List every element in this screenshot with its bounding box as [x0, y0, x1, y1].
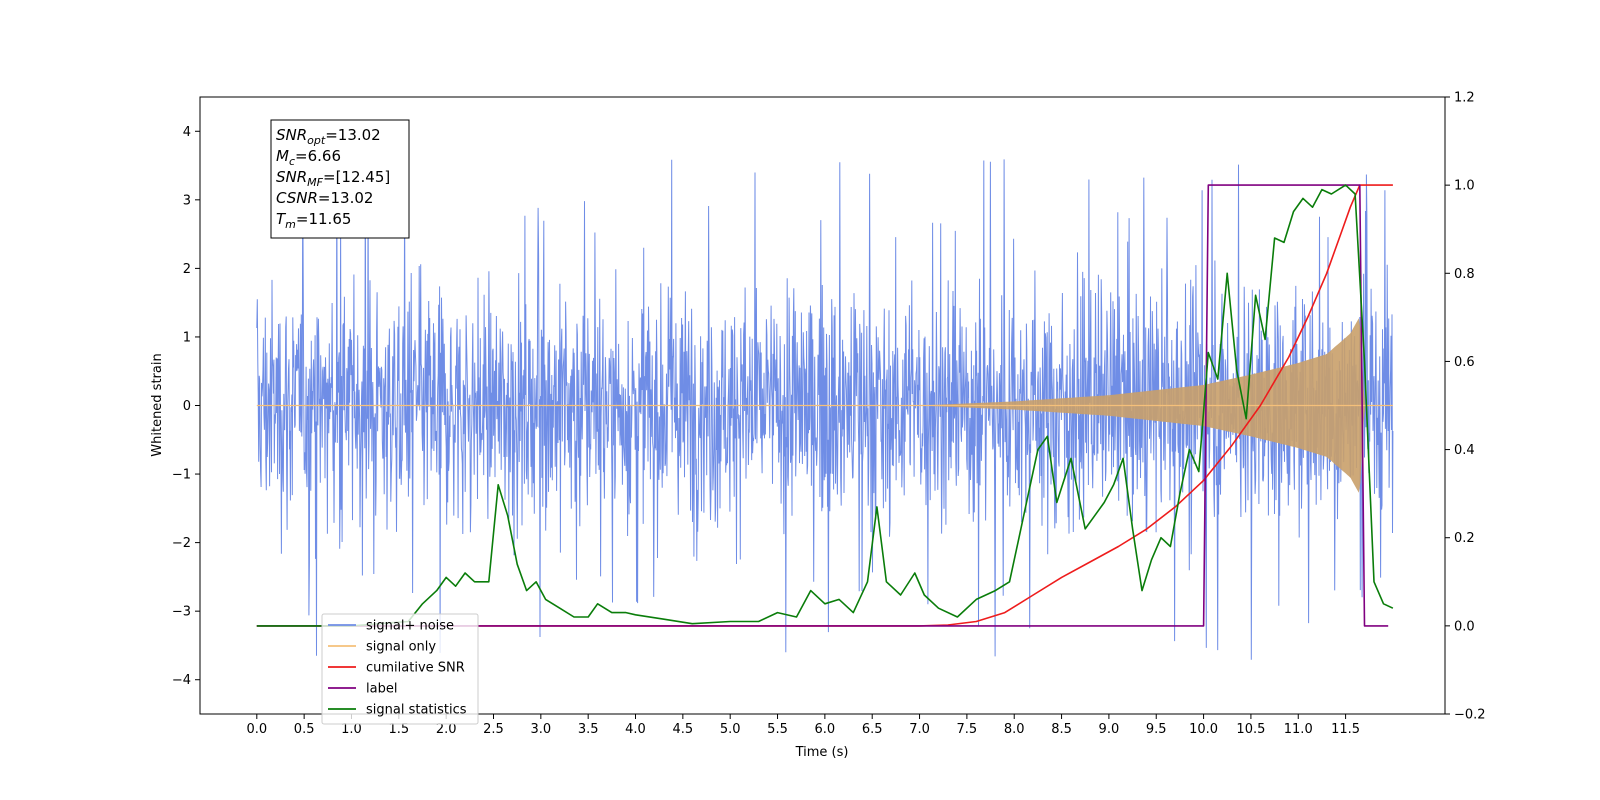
x-tick-label: 9.0 [1099, 722, 1120, 737]
annotation-line: SNRMF=[12.45] [276, 168, 390, 189]
y-left-tick-label: 3 [183, 193, 191, 208]
y-left-tick-label: −4 [172, 673, 191, 688]
annotation-box: SNRopt=13.02Mc=6.66SNRMF=[12.45]CSNR=13.… [270, 119, 410, 239]
x-tick-label: 5.5 [767, 722, 788, 737]
x-tick-label: 4.0 [625, 722, 646, 737]
legend: signal+ noise signal only cumilative SNR la… [321, 613, 479, 725]
y-left-tick-label: 2 [183, 262, 191, 277]
y-left-tick-label: 1 [183, 330, 191, 345]
y-axis-left: −4 −3 −2 −1 0 1 2 3 4 [172, 125, 200, 688]
plot-area [256, 147, 1394, 660]
x-tick-label: 11.5 [1331, 722, 1360, 737]
x-tick-label: 11.0 [1284, 722, 1313, 737]
y-axis-label: Whitened strain [150, 353, 165, 456]
x-tick-label: 1.5 [388, 722, 409, 737]
signal-noise-series [256, 147, 1394, 660]
x-tick-label: 0.5 [294, 722, 315, 737]
y-left-tick-label: −3 [172, 605, 191, 620]
x-axis-label: Time (s) [795, 745, 849, 760]
legend-label: label [366, 682, 397, 697]
y-right-tick-label: 0.4 [1454, 443, 1475, 458]
y-right-tick-label: −0.2 [1454, 708, 1486, 723]
legend-label: cumilative SNR [366, 661, 465, 676]
signal-statistics-line [256, 184, 1394, 627]
x-tick-label: 7.5 [957, 722, 978, 737]
x-tick-label: 1.0 [341, 722, 362, 737]
x-tick-label: 8.0 [1004, 722, 1025, 737]
y-left-tick-label: −2 [172, 536, 191, 551]
legend-label: signal+ noise [366, 619, 454, 634]
x-tick-label: 9.5 [1146, 722, 1167, 737]
x-tick-label: 10.0 [1189, 722, 1218, 737]
annotation-line: SNRopt=13.02 [276, 126, 381, 147]
label-line [256, 184, 1389, 627]
x-tick-label: 10.5 [1236, 722, 1265, 737]
x-tick-label: 8.5 [1051, 722, 1072, 737]
y-right-tick-label: 0.6 [1454, 355, 1475, 370]
y-left-tick-label: 0 [183, 399, 191, 414]
y-right-tick-label: 0.2 [1454, 531, 1475, 546]
x-tick-label: 3.5 [578, 722, 599, 737]
legend-frame [321, 613, 479, 725]
cumilative-snr-line [256, 184, 1393, 627]
x-tick-label: 7.0 [909, 722, 930, 737]
y-axis-right: −0.2 0.0 0.2 0.4 0.6 0.8 1.0 1.2 [1445, 91, 1486, 723]
y-left-tick-label: −1 [172, 468, 191, 483]
annotation-line: Mc=6.66 [276, 147, 341, 168]
y-right-tick-label: 0.0 [1454, 619, 1475, 634]
x-tick-label: 6.0 [815, 722, 836, 737]
annotation-line: Tm=11.65 [276, 210, 351, 231]
signal-noise-line [256, 147, 1394, 660]
legend-label: signal statistics [366, 703, 467, 718]
x-tick-label: 4.5 [673, 722, 694, 737]
x-tick-label: 2.0 [436, 722, 457, 737]
y-right-tick-label: 1.2 [1454, 91, 1475, 106]
x-tick-label: 5.0 [720, 722, 741, 737]
legend-label: signal only [366, 640, 436, 655]
y-right-tick-label: 0.8 [1454, 267, 1475, 282]
x-tick-label: 2.5 [483, 722, 504, 737]
annotation-line: CSNR=13.02 [276, 189, 373, 207]
x-axis: 0.0 0.5 1.0 1.5 2.0 2.5 3.0 3.5 4.0 4.5 5.0 5.5 6.0 6… [246, 714, 1360, 737]
annotation-frame [270, 119, 410, 239]
y-right-tick-label: 1.0 [1454, 179, 1475, 194]
x-tick-label: 6.5 [862, 722, 883, 737]
x-tick-label: 0.0 [246, 722, 267, 737]
y-left-tick-label: 4 [183, 125, 191, 140]
right-axis-series [256, 184, 1394, 627]
x-tick-label: 3.0 [530, 722, 551, 737]
